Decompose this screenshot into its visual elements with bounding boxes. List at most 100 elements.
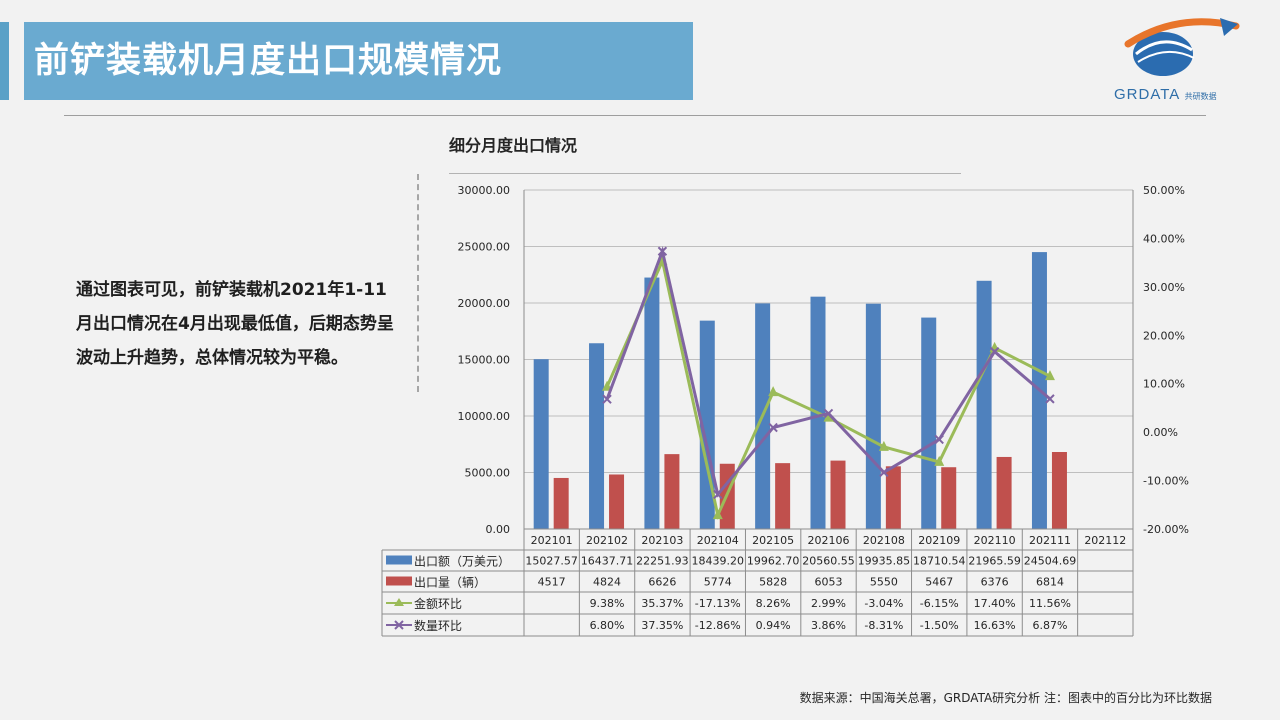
bar-export-amount [976,280,992,529]
marker-volume-mom [879,467,889,478]
x-tick-label: 202103 [641,534,683,547]
marker-amount-mom [768,386,779,397]
bar-export-volume [885,466,901,529]
data-label: -6.15% [920,597,959,610]
x-tick-label: 202101 [531,534,573,547]
y-right-tick-label: 20.00% [1143,329,1185,342]
y-right-tick-label: 10.00% [1143,378,1185,391]
bar-export-volume [941,467,957,529]
marker-amount-mom [1044,370,1055,381]
y-right-tick-label: -10.00% [1143,475,1189,488]
data-label: 18710.54 [913,555,966,568]
grdata-logo: GRDATA 共研数据 [1108,14,1244,106]
y-right-tick-label: 0.00% [1143,426,1178,439]
legend-entry: 出口额（万美元） [414,555,510,569]
chart-title-rule [449,173,961,174]
data-label: 5467 [925,576,953,589]
data-label: 17.40% [974,597,1016,610]
data-label: 20560.55 [802,555,855,568]
marker-volume-mom [602,394,612,404]
y-left-tick-label: 25000.00 [458,241,511,254]
bar-export-amount [699,320,715,529]
x-tick-label: 202106 [808,534,850,547]
data-label: 16.63% [974,619,1016,632]
data-label: 0.94% [756,619,791,632]
x-tick-label: 202102 [586,534,628,547]
data-label: 24504.69 [1024,555,1077,568]
y-left-tick-label: 5000.00 [465,467,511,480]
bar-export-amount [921,317,937,529]
data-label: 6.87% [1032,619,1067,632]
marker-volume-mom [768,422,778,433]
marker-volume-mom [657,246,668,256]
y-right-tick-label: 30.00% [1143,281,1185,294]
y-right-tick-label: 40.00% [1143,232,1185,245]
y-left-tick-label: 0.00 [486,523,511,536]
data-label: 4824 [593,576,621,589]
y-left-tick-label: 30000.00 [458,184,511,197]
marker-volume-mom [823,408,834,419]
page-title: 前铲装载机月度出口规模情况 [34,41,503,81]
data-label: 6.80% [590,619,625,632]
y-left-tick-label: 10000.00 [458,410,511,423]
title-banner: 前铲装载机月度出口规模情况 [24,22,693,100]
legend-entry: 数量环比 [414,618,462,633]
data-label: -1.50% [920,619,959,632]
marker-amount-mom [934,455,945,466]
bar-export-volume [775,463,791,529]
legend-entry: 金额环比 [414,596,462,611]
data-label: 16437.71 [581,555,634,568]
data-label: -12.86% [695,619,741,632]
x-tick-label: 202111 [1029,534,1071,547]
data-label: 6376 [981,576,1009,589]
data-label: 15027.57 [525,555,578,568]
data-label: 11.56% [1029,597,1071,610]
logo-text: GRDATA 共研数据 [1114,86,1217,103]
bar-export-volume [830,460,846,529]
marker-amount-mom [878,440,889,451]
marker-volume-mom [989,346,1000,357]
bar-export-volume [996,456,1012,529]
data-label: 6626 [648,576,676,589]
marker-volume-mom [1045,394,1055,404]
y-left-tick-label: 20000.00 [458,297,511,310]
y-right-tick-label: 50.00% [1143,184,1185,197]
data-label: 6814 [1036,576,1064,589]
legend-entry: 出口量（辆） [414,576,486,590]
legend-key-marker [394,620,404,630]
marker-amount-mom [712,509,723,520]
description-text: 通过图表可见，前铲装载机2021年1-11月出口情况在4月出现最低值，后期态势呈… [76,280,394,368]
legend-key-bar [386,555,412,565]
bar-export-amount [533,359,549,529]
data-label: 21965.59 [968,555,1021,568]
x-tick-label: 202109 [918,534,960,547]
data-label: 37.35% [641,619,683,632]
data-label: 19962.70 [747,555,800,568]
marker-volume-mom [713,489,723,500]
vertical-dashed-divider [417,174,419,392]
bar-export-volume [664,454,680,529]
x-tick-label: 202112 [1084,534,1126,547]
data-label: 35.37% [641,597,683,610]
data-label: 4517 [538,576,566,589]
marker-amount-mom [602,380,613,391]
y-left-tick-label: 15000.00 [458,354,511,367]
legend-key-bar [386,576,412,586]
logo-brand: GRDATA [1114,86,1180,103]
legend-key-marker [394,598,404,606]
data-label: 5550 [870,576,898,589]
bar-export-amount [589,343,605,529]
data-label: 9.38% [590,597,625,610]
bar-export-amount [865,303,881,529]
bar-export-amount [644,277,660,529]
data-label: 3.86% [811,619,846,632]
x-tick-label: 202105 [752,534,794,547]
data-label: 8.26% [756,597,791,610]
data-label: -8.31% [864,619,903,632]
bar-export-volume [553,477,569,529]
marker-volume-mom [934,434,944,445]
x-tick-label: 202108 [863,534,905,547]
x-tick-label: 202104 [697,534,739,547]
bar-export-volume [1051,452,1067,529]
